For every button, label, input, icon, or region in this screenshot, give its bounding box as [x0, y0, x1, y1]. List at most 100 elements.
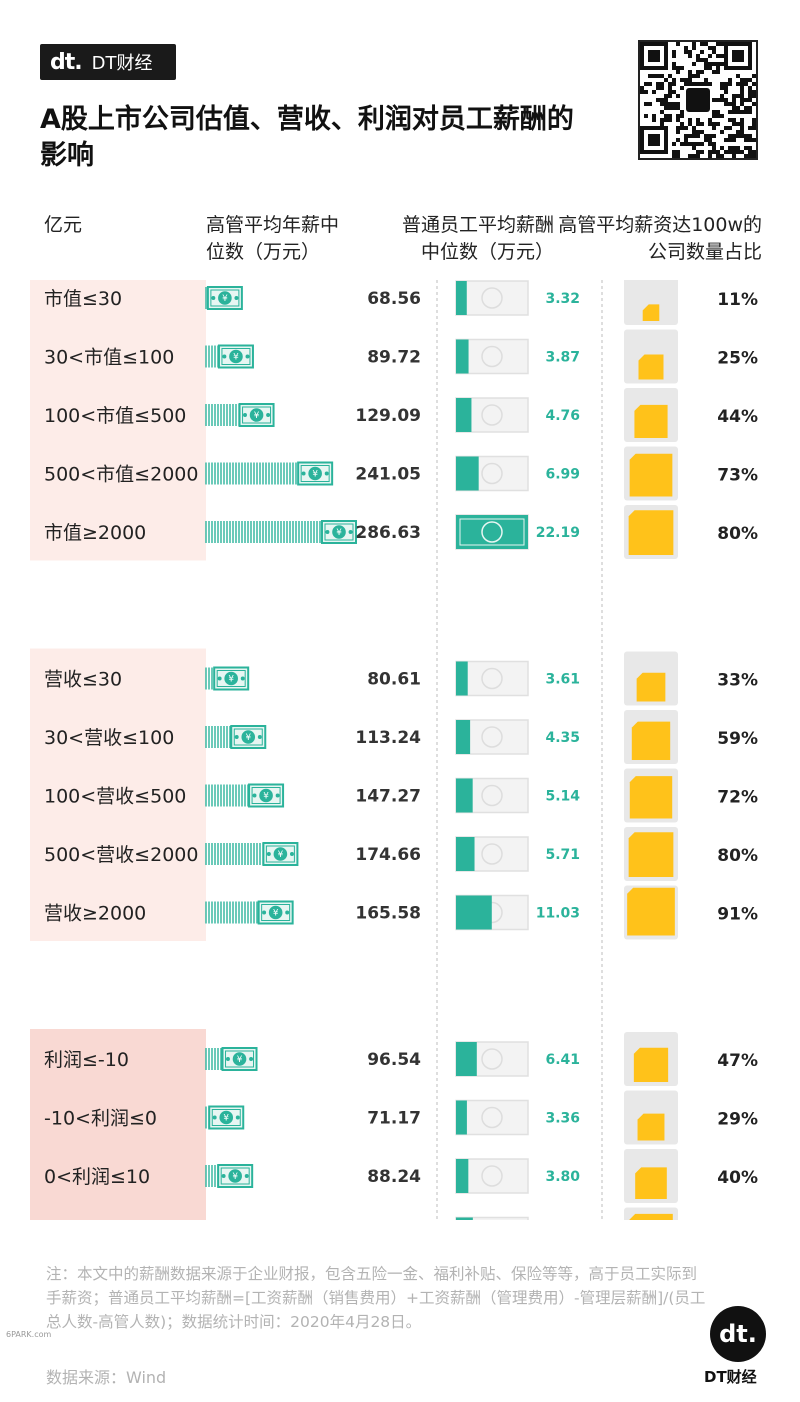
exec-salary-value: 241.05 — [355, 465, 421, 485]
svg-text:¥: ¥ — [223, 1114, 229, 1124]
staff-salary-value: 3.80 — [545, 1169, 580, 1185]
exec-note-stack — [205, 404, 240, 426]
share-value: 80% — [717, 524, 758, 544]
footer-logo-icon: dt. — [710, 1306, 766, 1362]
exec-salary-value: 96.54 — [367, 1050, 421, 1070]
share-fill — [633, 1047, 669, 1082]
share-bar — [624, 505, 678, 559]
share-bar — [624, 1032, 678, 1086]
exec-salary-value: 68.56 — [367, 289, 421, 309]
staff-fill — [456, 339, 469, 374]
share-fill — [629, 776, 673, 819]
row-label: 500<营收≤2000 — [44, 844, 198, 866]
exec-note-stack — [205, 345, 219, 368]
exec-salary-bar: ¥ — [297, 461, 334, 486]
category-band — [30, 648, 206, 941]
exec-salary-bar: ¥ — [206, 286, 243, 310]
exec-note-stack — [205, 901, 258, 924]
staff-fill — [456, 837, 475, 871]
staff-fill — [456, 456, 479, 491]
staff-salary-bar — [455, 1099, 529, 1136]
svg-text:¥: ¥ — [228, 675, 234, 685]
staff-salary-value: 3.87 — [545, 350, 580, 366]
share-fill — [629, 453, 673, 497]
site-watermark: 6PARK.com — [6, 1330, 52, 1339]
share-bar — [624, 1090, 678, 1145]
row-label: 0<利润≤10 — [44, 1166, 150, 1188]
brand-logo: dt. DT财经 — [40, 44, 176, 80]
row-label: -10<利润≤0 — [44, 1108, 157, 1130]
exec-salary-value: 174.66 — [355, 845, 421, 865]
exec-salary-bar: ¥ — [213, 666, 250, 691]
staff-salary-bar — [455, 1216, 529, 1220]
staff-salary-value: 5.71 — [545, 847, 580, 863]
share-fill — [629, 1213, 673, 1220]
staff-fill — [456, 1100, 467, 1135]
row-label: 30<营收≤100 — [44, 727, 174, 749]
share-value: 11% — [717, 290, 758, 310]
exec-salary-bar: ¥ — [217, 344, 254, 369]
row-label: 市值≥2000 — [44, 522, 146, 544]
staff-fill — [456, 895, 492, 930]
staff-salary-bar — [455, 836, 529, 872]
row-label: 100<市值≤500 — [44, 405, 186, 427]
staff-fill — [456, 1217, 473, 1220]
share-fill — [636, 672, 666, 702]
brand-name: DT财经 — [91, 53, 153, 74]
exec-salary-bar: ¥ — [217, 1164, 254, 1188]
staff-salary-bar — [455, 338, 529, 375]
exec-note-stack — [205, 843, 264, 865]
exec-salary-bar: ¥ — [238, 403, 275, 427]
staff-salary-value: 5.14 — [545, 789, 580, 805]
share-value: 72% — [717, 788, 758, 808]
share-bar — [624, 446, 678, 501]
share-bar — [624, 827, 678, 881]
staff-fill — [456, 1159, 469, 1193]
staff-fill — [456, 661, 468, 696]
row-label: 营收≤30 — [44, 669, 122, 691]
svg-text:¥: ¥ — [233, 353, 239, 363]
share-value: 29% — [717, 1110, 758, 1130]
exec-salary-value: 88.24 — [367, 1167, 421, 1187]
exec-salary-value: 80.61 — [367, 670, 421, 690]
staff-fill — [456, 281, 467, 315]
footnote: 注：本文中的薪酬数据来源于企业财报，包含五险一金、福利补贴、保险等等，高于员工实… — [46, 1265, 706, 1331]
share-bar — [624, 885, 678, 940]
exec-note-stack — [205, 1048, 222, 1070]
row-label: 利润≤-10 — [44, 1049, 129, 1071]
exec-salary-bar: ¥ — [248, 783, 285, 808]
exec-salary-bar: ¥ — [230, 725, 267, 749]
footer-brand-name: DT财经 — [704, 1368, 757, 1386]
staff-salary-bar — [455, 1158, 529, 1194]
staff-salary-header: 普通员工平均薪酬中位数（万元） — [401, 214, 554, 263]
svg-text:¥: ¥ — [254, 411, 260, 421]
share-value: 44% — [717, 407, 758, 427]
exec-salary-bar: ¥ — [321, 520, 357, 544]
exec-note-stack — [205, 726, 231, 748]
share-fill — [631, 721, 671, 760]
share-value: 59% — [717, 729, 758, 749]
share-bar — [624, 329, 678, 384]
svg-text:¥: ¥ — [278, 850, 284, 860]
exec-salary-value: 147.27 — [355, 787, 421, 807]
staff-fill — [456, 778, 473, 813]
exec-salary-value: 89.72 — [367, 348, 421, 368]
staff-fill — [456, 720, 471, 754]
share-bar — [624, 768, 678, 823]
staff-salary-bar — [455, 660, 529, 697]
share-value: 91% — [717, 905, 758, 925]
share-bar — [624, 388, 678, 442]
share-fill — [634, 404, 668, 438]
exec-note-stack — [205, 667, 213, 690]
staff-salary-value: 3.36 — [545, 1111, 580, 1127]
share-bar — [624, 1149, 678, 1203]
share-fill — [627, 887, 675, 936]
qr-code-icon — [638, 40, 758, 160]
staff-salary-bar — [455, 280, 529, 316]
exec-salary-bar: ¥ — [262, 842, 299, 866]
exec-salary-bar: ¥ — [208, 1105, 245, 1130]
share-fill — [628, 832, 674, 877]
exec-salary-value: 129.09 — [355, 406, 421, 426]
staff-salary-bar — [455, 455, 529, 492]
unit-header: 亿元 — [44, 214, 83, 236]
